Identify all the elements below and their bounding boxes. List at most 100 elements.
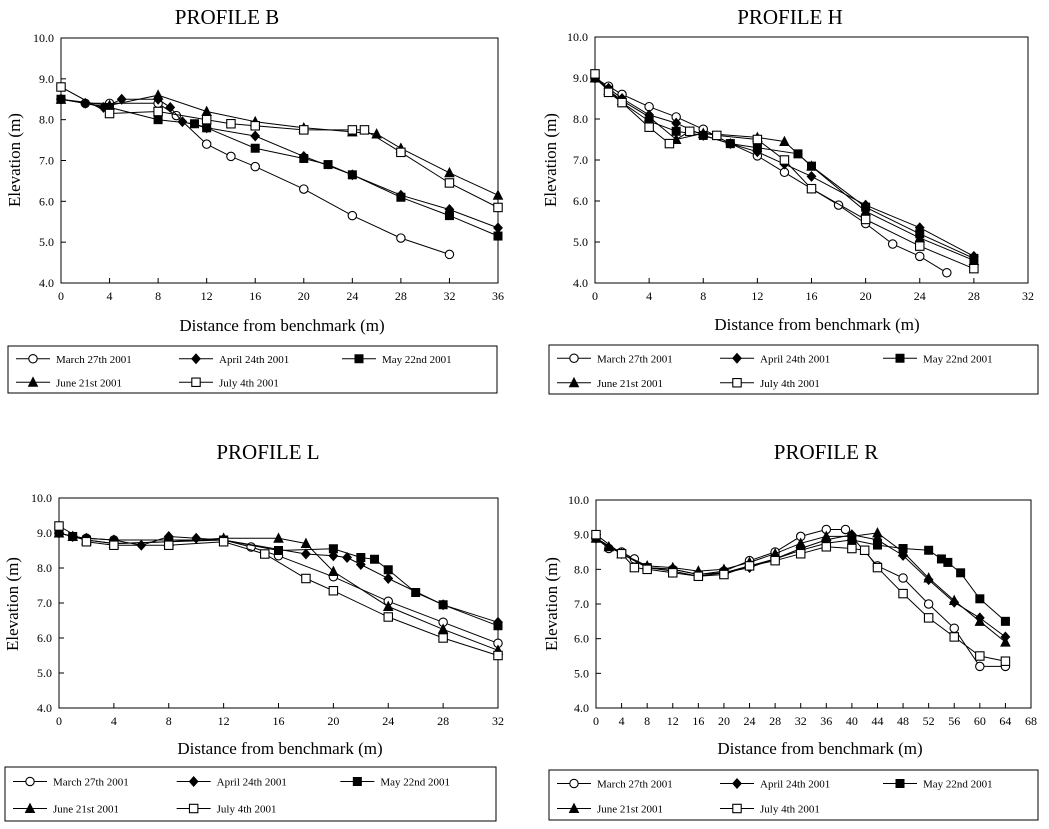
legend-label: March 27th 2001 <box>597 779 673 791</box>
series-june-21st-2001 <box>55 89 504 200</box>
data-point <box>975 651 985 661</box>
x-tick-label: 12 <box>751 289 763 303</box>
x-tick-label: 52 <box>923 714 935 728</box>
legend-label: April 24th 2001 <box>217 777 287 789</box>
data-point <box>260 549 270 559</box>
data-point <box>779 155 790 165</box>
data-point <box>370 554 380 564</box>
series-line <box>60 98 499 229</box>
plot-frame <box>60 37 499 284</box>
y-axis-label: Elevation (m) <box>542 557 561 651</box>
data-point <box>116 93 127 105</box>
legend: March 27th 2001 April 24th 2001 May 22nd 2… <box>4 766 497 822</box>
data-point <box>668 568 678 578</box>
data-point <box>914 251 925 262</box>
x-tick-label: 12 <box>667 714 679 728</box>
y-tick-label: 8.0 <box>573 112 588 126</box>
legend-item: May 22nd 2001 <box>883 353 993 365</box>
legend-item: June 21st 2001 <box>557 802 663 816</box>
data-point <box>396 192 406 202</box>
data-point <box>642 564 652 575</box>
data-point <box>779 135 790 147</box>
x-tick-label: 64 <box>999 714 1011 728</box>
data-point <box>923 599 934 609</box>
x-tick-label: 32 <box>443 289 455 303</box>
data-point <box>684 126 695 137</box>
series-july-4th-2001 <box>56 82 503 213</box>
data-point <box>104 108 115 119</box>
legend-item: June 21st 2001 <box>16 376 122 389</box>
data-point <box>617 97 627 108</box>
data-point <box>719 569 729 580</box>
data-point <box>328 544 338 554</box>
y-tick-label: 4.0 <box>37 701 52 715</box>
data-point <box>1000 656 1011 666</box>
legend-marker <box>24 802 36 814</box>
data-point <box>342 552 352 563</box>
legend-label: March 27th 2001 <box>53 777 129 789</box>
y-axis-label: Elevation (m) <box>5 113 24 207</box>
data-point <box>924 545 934 555</box>
legend: March 27th 2001 April 24th 2001 May 22nd 2… <box>7 345 498 394</box>
x-tick-label: 24 <box>914 289 926 303</box>
legend-label: March 27th 2001 <box>597 353 673 365</box>
data-point <box>299 153 309 163</box>
legend-item: July 4th 2001 <box>179 377 279 389</box>
plot-frame <box>58 497 499 709</box>
data-point <box>898 573 908 583</box>
legend-item: March 27th 2001 <box>557 353 673 365</box>
x-tick-label: 28 <box>968 289 980 303</box>
legend: March 27th 2001 April 24th 2001 May 22nd 2… <box>548 344 1039 395</box>
data-point <box>943 557 953 567</box>
data-point <box>444 211 454 221</box>
data-point <box>590 69 600 79</box>
data-point <box>872 562 883 573</box>
series-june-21st-2001 <box>590 527 1011 647</box>
x-tick-label: 12 <box>201 289 213 303</box>
x-tick-label: 24 <box>744 714 756 728</box>
plot-frame <box>595 499 1032 709</box>
x-tick-label: 32 <box>1022 289 1034 303</box>
data-point <box>887 239 898 249</box>
data-point <box>153 106 163 117</box>
x-axis-label: Distance from benchmark (m) <box>717 739 922 758</box>
data-point <box>300 537 312 549</box>
data-point <box>250 143 260 153</box>
x-tick-label: 20 <box>327 714 339 728</box>
data-point <box>347 125 358 135</box>
data-point <box>190 119 200 129</box>
data-point <box>250 130 261 142</box>
data-point <box>591 529 601 540</box>
legend-label: July 4th 2001 <box>219 377 279 389</box>
data-point <box>493 650 503 661</box>
data-point <box>806 170 817 182</box>
data-point <box>644 122 654 132</box>
plot-frame <box>594 36 1029 284</box>
x-tick-label: 68 <box>1025 714 1037 728</box>
data-point <box>273 532 284 543</box>
data-point <box>396 233 406 243</box>
x-tick-label: 16 <box>692 714 704 728</box>
data-point <box>54 521 64 531</box>
legend-label: June 21st 2001 <box>56 377 122 389</box>
data-point <box>821 530 832 541</box>
data-point <box>603 87 614 98</box>
legend-marker <box>188 776 199 787</box>
data-point <box>821 542 832 552</box>
y-tick-label: 9.0 <box>37 526 52 540</box>
x-tick-label: 0 <box>58 289 64 303</box>
legend-marker <box>732 778 742 789</box>
y-tick-label: 9.0 <box>39 72 54 86</box>
x-tick-label: 44 <box>871 714 883 728</box>
x-tick-label: 24 <box>382 714 394 728</box>
data-point <box>356 552 366 562</box>
y-tick-label: 7.0 <box>39 154 54 168</box>
y-tick-label: 8.0 <box>39 113 54 127</box>
data-point <box>942 267 952 278</box>
chart-title: PROFILE B <box>175 5 279 29</box>
legend-marker <box>25 776 35 787</box>
legend-marker <box>188 803 199 814</box>
legend-label: April 24th 2001 <box>760 353 830 365</box>
x-tick-label: 12 <box>218 714 230 728</box>
series-july-4th-2001 <box>591 529 1011 666</box>
